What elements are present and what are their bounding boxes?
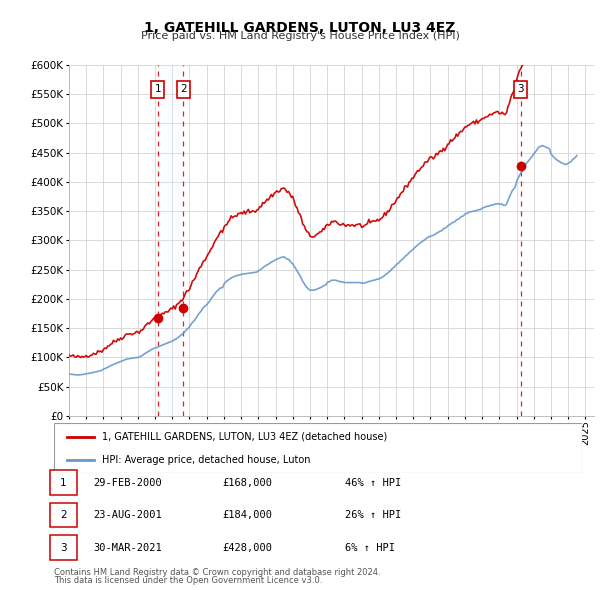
- Text: £184,000: £184,000: [222, 510, 272, 520]
- Text: 46% ↑ HPI: 46% ↑ HPI: [345, 478, 401, 487]
- Text: £428,000: £428,000: [222, 543, 272, 552]
- Text: 2: 2: [60, 510, 67, 520]
- Text: 1, GATEHILL GARDENS, LUTON, LU3 4EZ: 1, GATEHILL GARDENS, LUTON, LU3 4EZ: [145, 21, 455, 35]
- Text: This data is licensed under the Open Government Licence v3.0.: This data is licensed under the Open Gov…: [54, 576, 322, 585]
- Text: 23-AUG-2001: 23-AUG-2001: [93, 510, 162, 520]
- Text: 3: 3: [60, 543, 67, 552]
- Text: Price paid vs. HM Land Registry's House Price Index (HPI): Price paid vs. HM Land Registry's House …: [140, 31, 460, 41]
- Text: 2: 2: [180, 84, 187, 94]
- Text: £168,000: £168,000: [222, 478, 272, 487]
- Text: 3: 3: [518, 84, 524, 94]
- Text: Contains HM Land Registry data © Crown copyright and database right 2024.: Contains HM Land Registry data © Crown c…: [54, 568, 380, 577]
- Text: 29-FEB-2000: 29-FEB-2000: [93, 478, 162, 487]
- Bar: [158, 65, 183, 416]
- Text: 1: 1: [60, 478, 67, 487]
- Text: 30-MAR-2021: 30-MAR-2021: [93, 543, 162, 552]
- Text: HPI: Average price, detached house, Luton: HPI: Average price, detached house, Luto…: [101, 455, 310, 465]
- FancyBboxPatch shape: [54, 423, 582, 473]
- Text: 1, GATEHILL GARDENS, LUTON, LU3 4EZ (detached house): 1, GATEHILL GARDENS, LUTON, LU3 4EZ (det…: [101, 431, 387, 441]
- Text: 26% ↑ HPI: 26% ↑ HPI: [345, 510, 401, 520]
- Text: 6% ↑ HPI: 6% ↑ HPI: [345, 543, 395, 552]
- Text: 1: 1: [155, 84, 161, 94]
